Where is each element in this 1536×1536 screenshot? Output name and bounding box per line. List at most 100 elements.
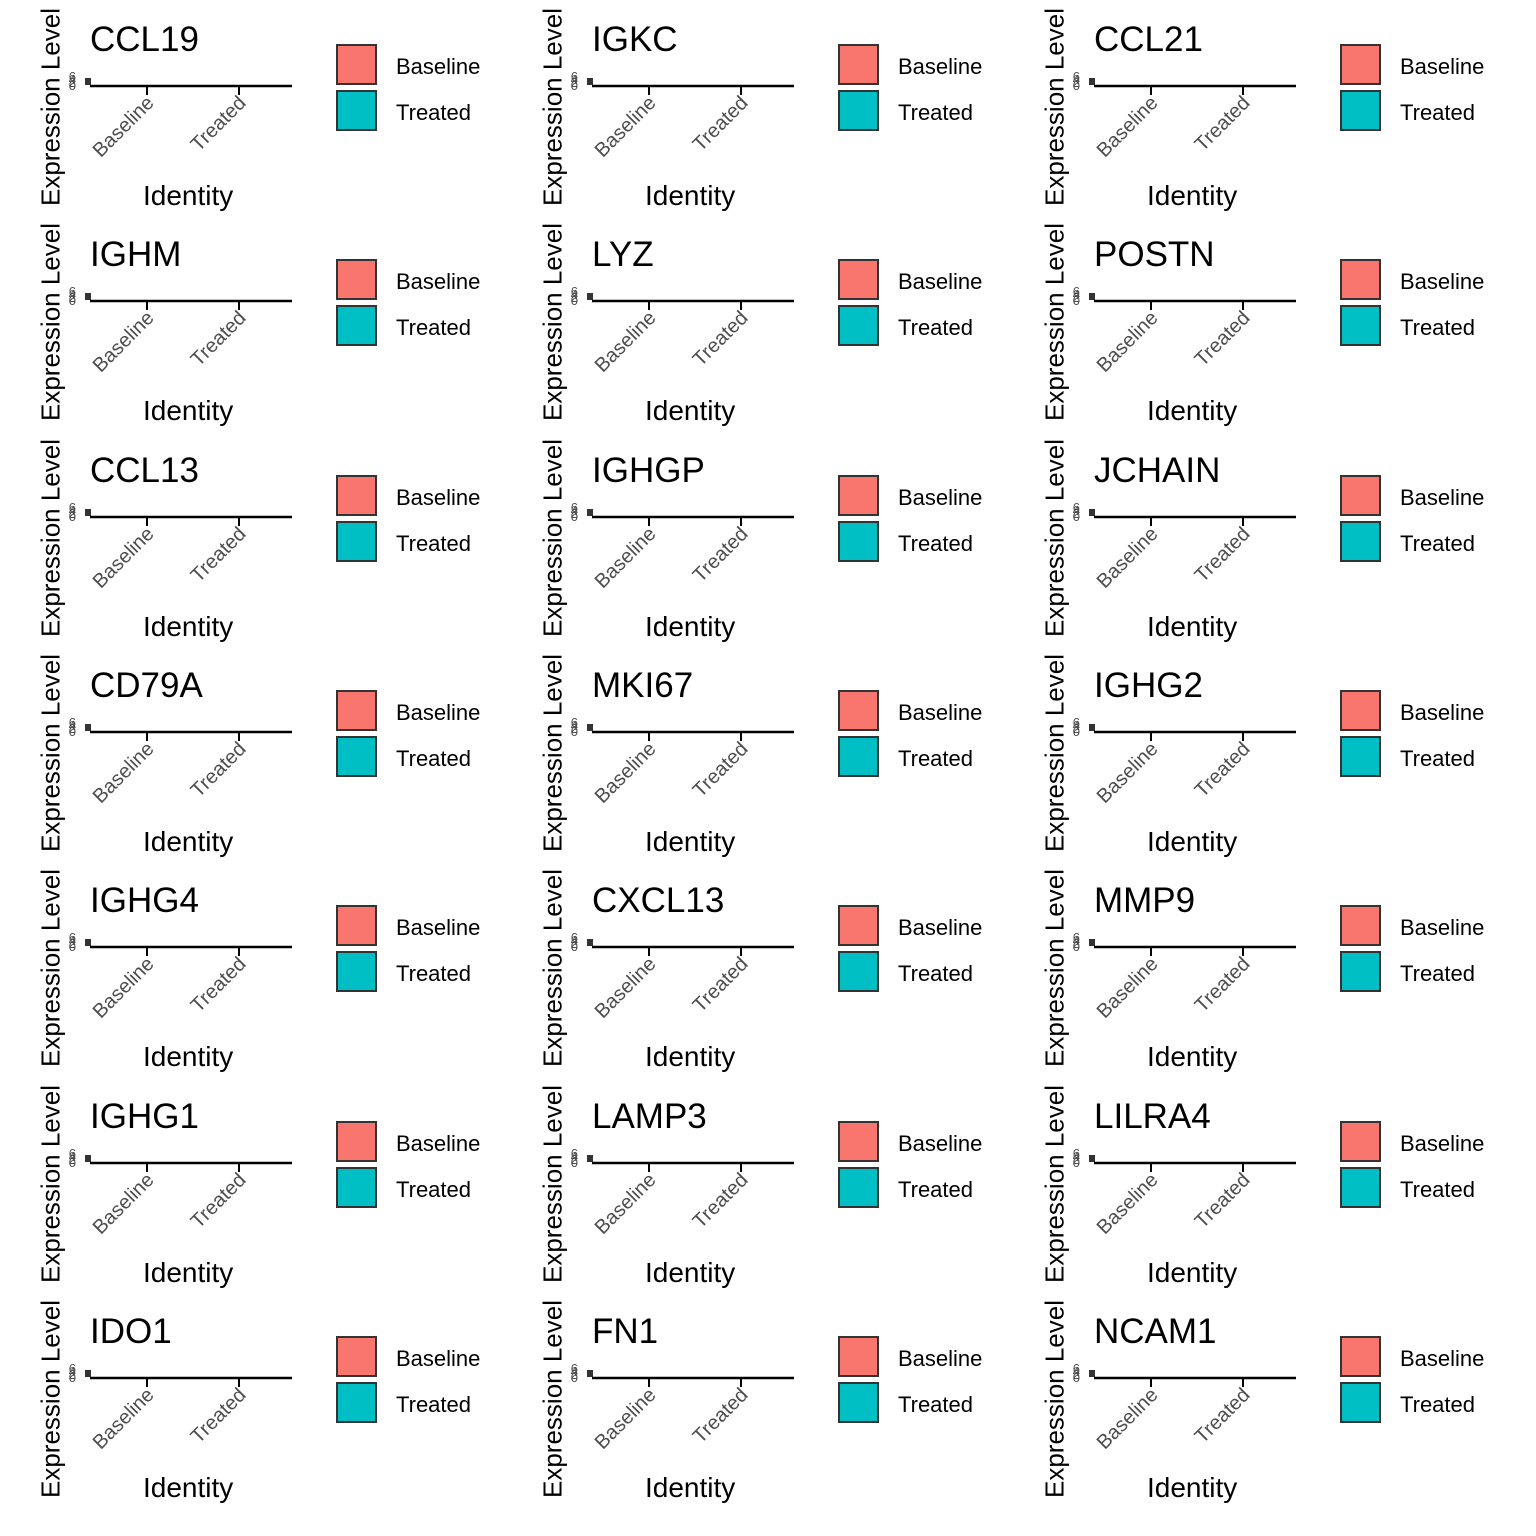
y-tick-label: 0 — [571, 1155, 578, 1170]
y-tick-label: 4 — [1073, 1364, 1080, 1379]
y-tick-label: 6 — [571, 930, 578, 945]
legend-key — [838, 44, 879, 85]
y-tick-label: 4 — [571, 72, 578, 87]
y-tick-marks — [1089, 293, 1095, 300]
y-tick-label: 2 — [69, 1367, 76, 1382]
x-tick-label: Baseline — [89, 953, 159, 1023]
y-tick-marks — [85, 293, 91, 300]
legend-label: Treated — [396, 961, 472, 986]
legend-item: Baseline — [336, 905, 516, 951]
panel-title: CD79A — [90, 666, 203, 705]
y-tick-label: 2 — [1073, 1152, 1080, 1167]
x-tick-label: Treated — [187, 953, 251, 1017]
panel-title: FN1 — [592, 1312, 659, 1351]
legend-label: Baseline — [396, 915, 481, 940]
legend-item: Baseline — [336, 690, 516, 736]
legend-item: Treated — [336, 305, 516, 351]
legend-item: Treated — [336, 951, 516, 997]
panel-title: IGKC — [592, 20, 678, 59]
y-tick-label: 6 — [571, 69, 578, 84]
legend-key — [336, 690, 377, 731]
y-tick-label: 6 — [69, 500, 76, 515]
y-tick-label: 4 — [69, 72, 76, 87]
panel-title: IGHG1 — [90, 1097, 199, 1136]
legend-item: Baseline — [1340, 690, 1520, 736]
x-tick-label: Treated — [187, 307, 251, 371]
x-tick-label: Treated — [1191, 738, 1255, 802]
y-tick-label: 4 — [571, 1364, 578, 1379]
y-tick-label: 6 — [1073, 500, 1080, 515]
legend-label: Treated — [396, 1177, 472, 1202]
legend-label: Baseline — [396, 269, 481, 294]
y-tick-marks — [1089, 1155, 1095, 1162]
legend-label: Treated — [1400, 315, 1476, 340]
y-tick-label: 0 — [69, 1370, 76, 1385]
legend-key — [336, 1167, 377, 1208]
y-tick-label: 6 — [69, 930, 76, 945]
legend-key — [336, 1336, 377, 1377]
y-tick-marks — [1089, 724, 1095, 731]
legend-item: Treated — [838, 305, 1018, 351]
y-tick-marks — [85, 1370, 91, 1377]
y-tick-label: 0 — [69, 293, 76, 308]
y-tick-label: 0 — [69, 724, 76, 739]
legend-label: Baseline — [1400, 1346, 1485, 1371]
y-tick-marks — [1089, 509, 1095, 516]
legend-item: Treated — [1340, 951, 1520, 997]
x-tick-label: Treated — [187, 523, 251, 587]
y-tick-label: 6 — [1073, 69, 1080, 84]
legend-label: Baseline — [898, 700, 983, 725]
legend-item: Baseline — [1340, 44, 1520, 90]
y-tick-label: 4 — [69, 1364, 76, 1379]
legend-label: Treated — [1400, 1177, 1476, 1202]
legend-label: Baseline — [396, 1346, 481, 1371]
x-tick-label: Baseline — [1093, 523, 1163, 593]
y-tick-marks — [85, 78, 91, 85]
panel-title: LYZ — [592, 235, 654, 274]
y-tick-label: 4 — [69, 287, 76, 302]
legend-label: Baseline — [396, 700, 481, 725]
y-tick-label: 6 — [571, 500, 578, 515]
y-tick-label: 6 — [1073, 284, 1080, 299]
x-tick-label: Baseline — [591, 307, 661, 377]
legend-key — [336, 259, 377, 300]
panel-title: LILRA4 — [1094, 1097, 1211, 1136]
y-tick-label: 2 — [69, 1152, 76, 1167]
legend-item: Baseline — [838, 259, 1018, 305]
y-tick-marks — [587, 1370, 593, 1377]
legend-key — [838, 521, 879, 562]
legend-key — [336, 90, 377, 131]
legend-item: Treated — [838, 90, 1018, 136]
legend-key — [1340, 475, 1381, 516]
x-axis-label: Identity — [645, 1257, 736, 1288]
legend-item: Treated — [336, 1167, 516, 1213]
legend-key — [1340, 736, 1381, 777]
x-tick-label: Baseline — [89, 523, 159, 593]
legend-item: Treated — [838, 521, 1018, 567]
legend-key — [336, 521, 377, 562]
legend-item: Treated — [336, 521, 516, 567]
x-tick-label: Baseline — [1093, 738, 1163, 808]
y-tick-label: 2 — [69, 721, 76, 736]
legend-key — [838, 951, 879, 992]
legend-label: Treated — [898, 961, 974, 986]
y-tick-label: 0 — [1073, 293, 1080, 308]
legend-item: Treated — [336, 1382, 516, 1428]
x-axis-label: Identity — [143, 826, 234, 857]
y-tick-label: 4 — [69, 933, 76, 948]
legend-label: Treated — [396, 315, 472, 340]
legend-label: Baseline — [1400, 54, 1485, 79]
x-tick-label: Baseline — [89, 738, 159, 808]
panel-title: JCHAIN — [1094, 451, 1221, 490]
x-axis-label: Identity — [1147, 826, 1238, 857]
y-tick-label: 0 — [1073, 1155, 1080, 1170]
legend-item: Baseline — [1340, 905, 1520, 951]
